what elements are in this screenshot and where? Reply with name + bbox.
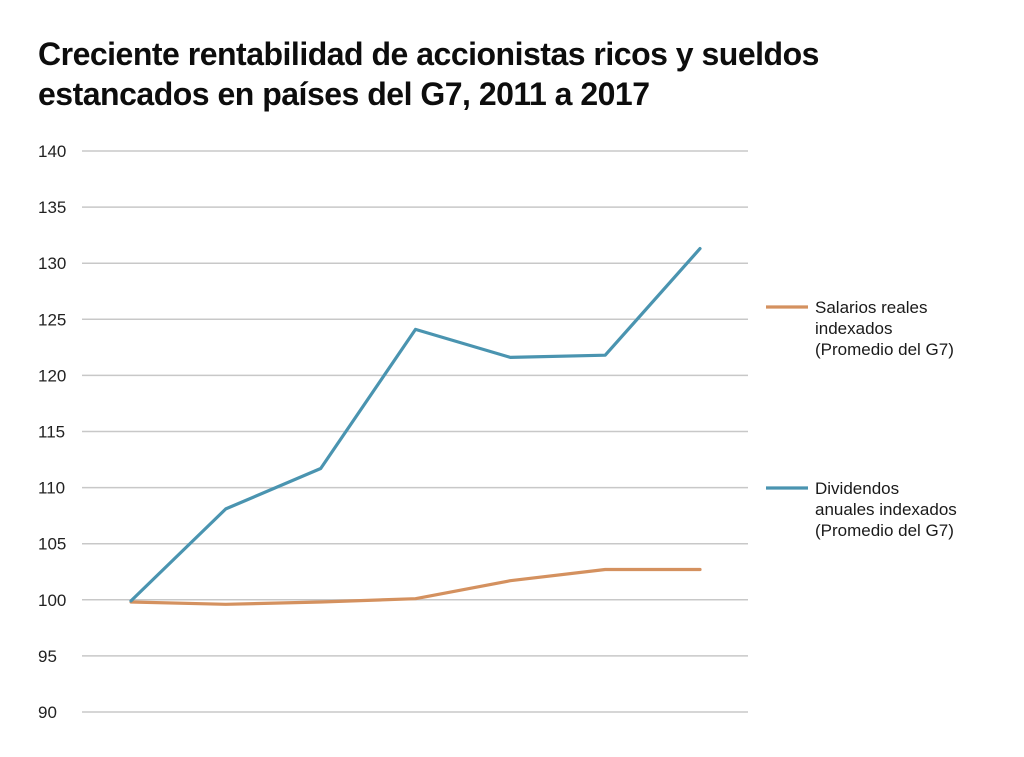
series-line-2 — [129, 247, 702, 603]
chart-title-line-1: Creciente rentabilidad de accionistas ri… — [38, 36, 819, 72]
y-tick-label: 130 — [38, 254, 66, 273]
y-tick-label: 110 — [38, 479, 65, 498]
grid-layer — [82, 150, 748, 713]
legend-label: Dividendos — [815, 479, 899, 498]
y-tick-label: 95 — [38, 647, 57, 666]
y-tick-label: 100 — [38, 591, 66, 610]
y-tick-label: 120 — [38, 366, 66, 385]
legend-label: (Promedio del G7) — [815, 521, 954, 540]
y-tick-label: 115 — [38, 423, 65, 442]
y-axis-tick-labels: 140 135 130 125 120 115 110 105 100 95 90 — [38, 142, 66, 722]
legend-item-2: Dividendos anuales indexados (Promedio del… — [766, 479, 957, 540]
y-tick-label: 140 — [38, 142, 66, 161]
legend-label: anuales indexados — [815, 500, 957, 519]
legend-item-1: Salarios reales indexados (Promedio del G7… — [766, 298, 954, 359]
y-tick-label: 90 — [38, 703, 57, 722]
chart-title-line-2: estancados en países del G7, 2011 a 2017 — [38, 76, 650, 112]
legend: Salarios reales indexados (Promedio del G7… — [766, 298, 957, 540]
y-tick-label: 125 — [38, 310, 66, 329]
chart-title: Creciente rentabilidad de accionistas ri… — [38, 34, 938, 114]
series-layer — [129, 247, 702, 606]
series-line-1 — [129, 567, 702, 606]
y-tick-label: 135 — [38, 198, 66, 217]
legend-label: Salarios reales — [815, 298, 927, 317]
y-tick-label: 105 — [38, 535, 66, 554]
legend-label: (Promedio del G7) — [815, 340, 954, 359]
legend-label: indexados — [815, 319, 893, 338]
